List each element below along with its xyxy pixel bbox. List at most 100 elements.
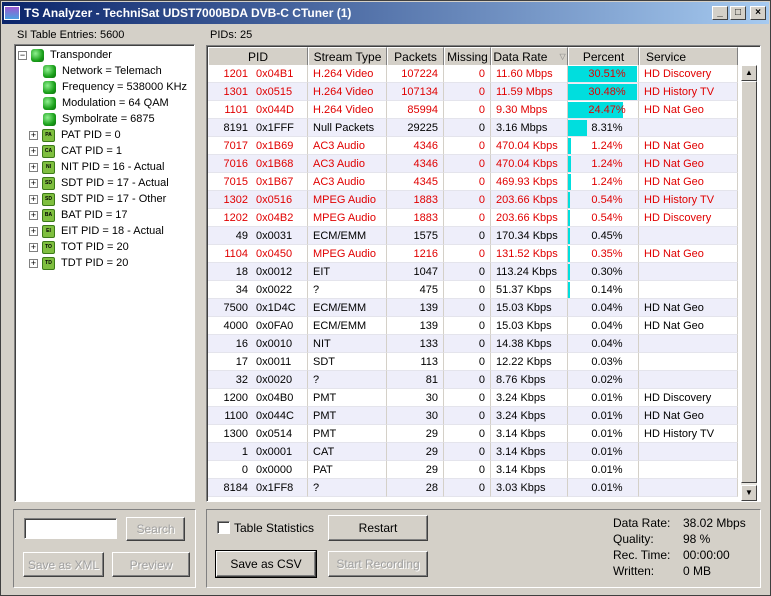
percent-cell: 1.24% <box>568 173 639 191</box>
search-button[interactable]: Search <box>126 517 185 541</box>
column-header[interactable]: PID <box>208 47 308 66</box>
minimize-button[interactable]: _ <box>712 6 728 20</box>
pid-cell: 1201 0x04B1 <box>208 65 308 83</box>
table-row[interactable]: 1300 0x0514 PMT 29 0 3.14 Kbps 0.01% HD History… <box>208 425 738 443</box>
pid-table[interactable]: PID Stream Type Packets Missing Data Rate ▽ Pe… <box>206 45 761 502</box>
table-row[interactable]: 7016 0x1B68 AC3 Audio 4346 0 470.04 Kbps 1.24%… <box>208 155 738 173</box>
tree-node-property[interactable]: Symbolrate = 6875 <box>43 111 155 127</box>
table-row[interactable]: 32 0x0020? 81 0 8.76 Kbps 0.02% <box>208 371 738 389</box>
pid-cell: 1200 0x04B0 <box>208 389 308 407</box>
data-rate-cell: 3.24 Kbps <box>491 389 568 407</box>
restart-button[interactable]: Restart <box>328 515 428 541</box>
packets-cell: 4346 <box>387 137 444 155</box>
tree-node-label: Frequency = 538000 KHz <box>62 81 188 93</box>
column-header-label: PID <box>247 49 268 64</box>
table-row[interactable]: 4000 0x0FA0 ECM/EMM 139 0 15.03 Kbps 0.04% HD N… <box>208 317 738 335</box>
missing-cell: 0 <box>444 65 491 83</box>
data-rate-cell: 131.52 Kbps <box>491 245 568 263</box>
column-header[interactable]: Service <box>639 47 738 66</box>
pid-cell: 7015 0x1B67 <box>208 173 308 191</box>
tree-node-table[interactable]: + SD SDT PID = 17 - Actual <box>29 175 169 191</box>
table-row[interactable]: 34 0x0022? 475 0 51.37 Kbps 0.14% <box>208 281 738 299</box>
pid-cell: 1100 0x044C <box>208 407 308 425</box>
table-row[interactable]: 1104 0x0450 MPEG Audio 1216 0 131.52 Kbps 0.35… <box>208 245 738 263</box>
tree-node-table[interactable]: + NI NIT PID = 16 - Actual <box>29 159 164 175</box>
expand-icon[interactable]: + <box>29 161 38 172</box>
table-header: PID Stream Type Packets Missing Data Rate ▽ Pe… <box>208 47 738 66</box>
percent-text: 0.45% <box>591 230 623 242</box>
save-as-xml-button[interactable]: Save as XML <box>23 552 104 577</box>
property-icon <box>43 80 56 94</box>
vertical-scrollbar[interactable]: ▲ ▼ <box>741 65 757 501</box>
close-button[interactable]: × <box>750 6 766 20</box>
column-header-label: Stream Type <box>313 49 382 64</box>
search-input[interactable] <box>24 518 117 539</box>
scroll-thumb[interactable] <box>741 81 757 483</box>
scroll-up-icon[interactable]: ▲ <box>741 65 757 81</box>
percent-text: 0.35% <box>591 248 623 260</box>
preview-button[interactable]: Preview <box>112 552 190 577</box>
tree-node-transponder[interactable]: − Transponder <box>18 47 112 63</box>
table-row[interactable]: 1 0x0001 CAT 29 0 3.14 Kbps 0.01% <box>208 443 738 461</box>
table-row[interactable]: 1100 0x044C PMT 30 0 3.24 Kbps 0.01% HD Nat Geo <box>208 407 738 425</box>
si-tree[interactable]: − Transponder Network = Telemach Frequency … <box>14 44 195 502</box>
pid-cell: 7016 0x1B68 <box>208 155 308 173</box>
table-row[interactable]: 0 0x0000 PAT 29 0 3.14 Kbps 0.01% <box>208 461 738 479</box>
tree-node-label: SDT PID = 17 - Actual <box>61 177 169 189</box>
table-row[interactable]: 17 0x0011 SDT 113 0 12.22 Kbps 0.03% <box>208 353 738 371</box>
expand-icon[interactable]: + <box>29 209 38 220</box>
table-row[interactable]: 16 0x0010 NIT 133 0 14.38 Kbps 0.04% <box>208 335 738 353</box>
expand-icon[interactable]: + <box>29 193 38 204</box>
tree-node-table[interactable]: + BA BAT PID = 17 <box>29 207 128 223</box>
table-row[interactable]: 1302 0x0516 MPEG Audio 1883 0 203.66 Kbps 0.54… <box>208 191 738 209</box>
table-row[interactable]: 1301 0x0515 H.264 Video 107134 0 11.59 Mbps 30… <box>208 83 738 101</box>
expand-icon[interactable]: + <box>29 257 38 268</box>
title-bar[interactable]: TS Analyzer - TechniSat UDST7000BDA DVB-… <box>2 2 769 24</box>
table-row[interactable]: 7017 0x1B69 AC3 Audio 4346 0 470.04 Kbps 1.24%… <box>208 137 738 155</box>
rec-time-label: Rec. Time: <box>613 548 671 562</box>
table-statistics-checkbox[interactable] <box>217 521 230 534</box>
scroll-down-icon[interactable]: ▼ <box>741 485 757 501</box>
tree-node-table[interactable]: + EI EIT PID = 18 - Actual <box>29 223 164 239</box>
service-cell: HD Nat Geo <box>639 173 738 191</box>
column-header[interactable]: Data Rate ▽ <box>491 47 568 66</box>
tree-node-table[interactable]: + CA CAT PID = 1 <box>29 143 122 159</box>
table-row[interactable]: 18 0x0012 EIT 1047 0 113.24 Kbps 0.30% <box>208 263 738 281</box>
table-row[interactable]: 8184 0x1FF8? 28 0 3.03 Kbps 0.01% <box>208 479 738 497</box>
tree-node-table[interactable]: + TO TOT PID = 20 <box>29 239 129 255</box>
expand-icon[interactable]: + <box>29 177 38 188</box>
maximize-button[interactable]: □ <box>730 6 746 20</box>
column-header[interactable]: Packets <box>387 47 444 66</box>
stream-type-cell: NIT <box>308 335 387 353</box>
expand-icon[interactable]: + <box>29 225 38 236</box>
table-row[interactable]: 1200 0x04B0 PMT 30 0 3.24 Kbps 0.01% HD Discove… <box>208 389 738 407</box>
table-row[interactable]: 1202 0x04B2 MPEG Audio 1883 0 203.66 Kbps 0.54… <box>208 209 738 227</box>
collapse-icon[interactable]: − <box>18 49 27 60</box>
tree-node-property[interactable]: Network = Telemach <box>43 63 162 79</box>
start-recording-button[interactable]: Start Recording <box>328 551 428 577</box>
expand-icon[interactable]: + <box>29 129 38 140</box>
tree-node-table[interactable]: + PA PAT PID = 0 <box>29 127 121 143</box>
tree-node-table[interactable]: + TD TDT PID = 20 <box>29 255 128 271</box>
missing-cell: 0 <box>444 209 491 227</box>
column-header[interactable]: Missing <box>444 47 491 66</box>
table-row[interactable]: 1201 0x04B1 H.264 Video 107224 0 11.60 Mbps 30… <box>208 65 738 83</box>
table-row[interactable]: 1101 0x044D H.264 Video 85994 0 9.30 Mbps 24.4… <box>208 101 738 119</box>
save-as-csv-button[interactable]: Save as CSV <box>215 550 317 578</box>
column-header[interactable]: Percent <box>568 47 639 66</box>
expand-icon[interactable]: + <box>29 145 38 156</box>
table-row[interactable]: 49 0x0031 ECM/EMM 1575 0 170.34 Kbps 0.45% <box>208 227 738 245</box>
tree-node-table[interactable]: + SD SDT PID = 17 - Other <box>29 191 166 207</box>
percent-cell: 0.01% <box>568 389 639 407</box>
table-row[interactable]: 7015 0x1B67 AC3 Audio 4345 0 469.93 Kbps 1.24%… <box>208 173 738 191</box>
expand-icon[interactable]: + <box>29 241 38 252</box>
table-row[interactable]: 8191 0x1FFF Null Packets 29225 0 3.16 Mbps 8.3… <box>208 119 738 137</box>
quality-label: Quality: <box>613 532 654 546</box>
column-header[interactable]: Stream Type <box>308 47 387 66</box>
service-cell <box>639 371 738 389</box>
table-row[interactable]: 7500 0x1D4C ECM/EMM 139 0 15.03 Kbps 0.04% HD N… <box>208 299 738 317</box>
tree-node-property[interactable]: Modulation = 64 QAM <box>43 95 169 111</box>
pid-hex: 0x044C <box>256 410 294 422</box>
packets-cell: 1883 <box>387 209 444 227</box>
tree-node-property[interactable]: Frequency = 538000 KHz <box>43 79 187 95</box>
